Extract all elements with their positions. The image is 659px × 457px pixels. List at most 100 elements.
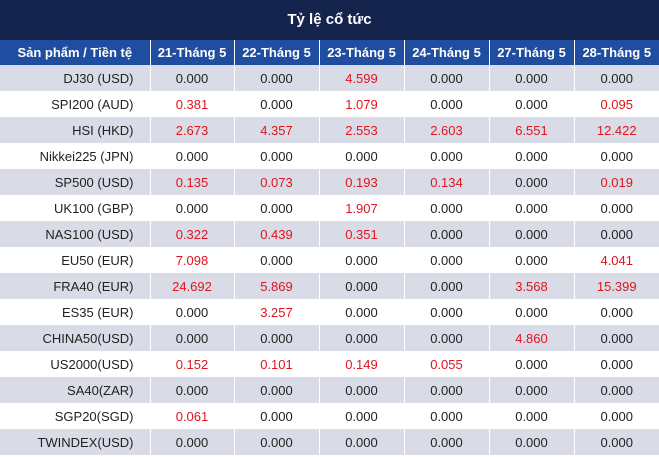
column-header-date: 23-Tháng 5 bbox=[319, 40, 405, 65]
table-row: DJ30 (USD) 0.000 0.000 4.599 0.000 0.000 0.000 bbox=[0, 65, 659, 91]
table-row: SP500 (USD) 0.135 0.073 0.193 0.134 0.000 0.01… bbox=[0, 169, 659, 195]
dividend-value-cell: 1.079 bbox=[319, 91, 405, 117]
table-row: NAS100 (USD) 0.322 0.439 0.351 0.000 0.000 0.0… bbox=[0, 221, 659, 247]
dividend-value-cell: 6.551 bbox=[489, 117, 575, 143]
dividend-value-cell: 2.673 bbox=[150, 117, 235, 143]
dividend-value-cell: 0.152 bbox=[150, 351, 235, 377]
dividend-value-cell: 0.095 bbox=[574, 91, 659, 117]
dividend-value-cell: 2.603 bbox=[404, 117, 490, 143]
column-header-date: 24-Tháng 5 bbox=[404, 40, 490, 65]
dividend-value-cell: 0.000 bbox=[404, 247, 490, 273]
dividend-value-cell: 0.135 bbox=[150, 169, 235, 195]
dividend-value-cell: 0.000 bbox=[574, 377, 659, 403]
dividend-value-cell: 0.000 bbox=[150, 429, 235, 455]
dividend-value-cell: 0.000 bbox=[574, 221, 659, 247]
dividend-value-cell: 0.000 bbox=[489, 195, 575, 221]
product-cell: SPI200 (AUD) bbox=[0, 91, 151, 117]
dividend-value-cell: 0.019 bbox=[574, 169, 659, 195]
dividend-value-cell: 0.000 bbox=[234, 377, 320, 403]
product-cell: EU50 (EUR) bbox=[0, 247, 151, 273]
dividend-value-cell: 0.073 bbox=[234, 169, 320, 195]
dividend-value-cell: 0.055 bbox=[404, 351, 490, 377]
product-cell: US2000(USD) bbox=[0, 351, 151, 377]
table-row: CHINA50(USD) 0.000 0.000 0.000 0.000 4.860 0.0… bbox=[0, 325, 659, 351]
table-row: ES35 (EUR) 0.000 3.257 0.000 0.000 0.000 0.000 bbox=[0, 299, 659, 325]
column-header-product: Sản phẩm / Tiền tệ bbox=[0, 40, 151, 65]
table-row: Nikkei225 (JPN) 0.000 0.000 0.000 0.000 0.000… bbox=[0, 143, 659, 169]
dividend-value-cell: 4.599 bbox=[319, 65, 405, 91]
dividend-value-cell: 0.000 bbox=[150, 377, 235, 403]
dividend-value-cell: 0.000 bbox=[574, 403, 659, 429]
dividend-value-cell: 0.061 bbox=[150, 403, 235, 429]
dividend-value-cell: 0.000 bbox=[150, 299, 235, 325]
dividend-value-cell: 0.000 bbox=[150, 325, 235, 351]
dividend-value-cell: 0.000 bbox=[404, 195, 490, 221]
dividend-value-cell: 0.000 bbox=[234, 65, 320, 91]
dividend-value-cell: 0.000 bbox=[150, 143, 235, 169]
product-cell: FRA40 (EUR) bbox=[0, 273, 151, 299]
dividend-value-cell: 0.000 bbox=[489, 169, 575, 195]
dividend-value-cell: 0.000 bbox=[319, 143, 405, 169]
product-cell: CHINA50(USD) bbox=[0, 325, 151, 351]
dividend-value-cell: 0.000 bbox=[234, 325, 320, 351]
dividend-value-cell: 0.000 bbox=[234, 91, 320, 117]
dividend-value-cell: 4.860 bbox=[489, 325, 575, 351]
dividend-value-cell: 0.000 bbox=[234, 429, 320, 455]
dividend-value-cell: 0.149 bbox=[319, 351, 405, 377]
table-row: US2000(USD) 0.152 0.101 0.149 0.055 0.000 0.00… bbox=[0, 351, 659, 377]
dividend-value-cell: 0.000 bbox=[574, 351, 659, 377]
product-cell: NAS100 (USD) bbox=[0, 221, 151, 247]
dividend-value-cell: 0.000 bbox=[404, 221, 490, 247]
product-cell: ES35 (EUR) bbox=[0, 299, 151, 325]
dividend-value-cell: 0.193 bbox=[319, 169, 405, 195]
dividend-value-cell: 0.000 bbox=[574, 143, 659, 169]
dividend-value-cell: 4.041 bbox=[574, 247, 659, 273]
dividend-value-cell: 0.000 bbox=[234, 143, 320, 169]
column-header-date: 21-Tháng 5 bbox=[150, 40, 235, 65]
dividend-value-cell: 0.000 bbox=[489, 429, 575, 455]
dividend-value-cell: 0.000 bbox=[319, 325, 405, 351]
product-cell: SA40(ZAR) bbox=[0, 377, 151, 403]
dividend-value-cell: 0.000 bbox=[404, 377, 490, 403]
table-row: SA40(ZAR) 0.000 0.000 0.000 0.000 0.000 0.000 bbox=[0, 377, 659, 403]
dividend-value-cell: 4.357 bbox=[234, 117, 320, 143]
dividend-value-cell: 0.000 bbox=[319, 377, 405, 403]
dividend-value-cell: 0.439 bbox=[234, 221, 320, 247]
dividend-value-cell: 0.000 bbox=[234, 247, 320, 273]
table-row: TWINDEX(USD) 0.000 0.000 0.000 0.000 0.000 0.0… bbox=[0, 429, 659, 455]
dividend-value-cell: 7.098 bbox=[150, 247, 235, 273]
table-row: UK100 (GBP) 0.000 0.000 1.907 0.000 0.000 0.00… bbox=[0, 195, 659, 221]
dividend-value-cell: 3.257 bbox=[234, 299, 320, 325]
dividend-value-cell: 0.000 bbox=[234, 403, 320, 429]
dividend-value-cell: 0.381 bbox=[150, 91, 235, 117]
dividend-value-cell: 0.000 bbox=[404, 299, 490, 325]
dividend-value-cell: 0.000 bbox=[489, 221, 575, 247]
table-row: HSI (HKD) 2.673 4.357 2.553 2.603 6.551 12.422 bbox=[0, 117, 659, 143]
dividend-value-cell: 2.553 bbox=[319, 117, 405, 143]
product-cell: Nikkei225 (JPN) bbox=[0, 143, 151, 169]
dividend-value-cell: 0.000 bbox=[150, 195, 235, 221]
dividend-value-cell: 0.000 bbox=[319, 429, 405, 455]
table-row: EU50 (EUR) 7.098 0.000 0.000 0.000 0.000 4.041 bbox=[0, 247, 659, 273]
dividend-value-cell: 0.000 bbox=[489, 351, 575, 377]
dividend-table: Sản phẩm / Tiền tệ 21-Tháng 5 22-Tháng 5… bbox=[0, 40, 659, 455]
product-cell: HSI (HKD) bbox=[0, 117, 151, 143]
dividend-value-cell: 0.000 bbox=[319, 273, 405, 299]
dividend-value-cell: 0.000 bbox=[574, 195, 659, 221]
table-title: Tỷ lệ cổ tức bbox=[0, 0, 659, 40]
table-body: DJ30 (USD) 0.000 0.000 4.599 0.000 0.000 0.000… bbox=[0, 65, 659, 455]
dividend-value-cell: 0.101 bbox=[234, 351, 320, 377]
dividend-value-cell: 0.000 bbox=[489, 65, 575, 91]
dividend-value-cell: 0.000 bbox=[574, 299, 659, 325]
dividend-value-cell: 0.134 bbox=[404, 169, 490, 195]
dividend-value-cell: 0.351 bbox=[319, 221, 405, 247]
dividend-value-cell: 0.000 bbox=[574, 65, 659, 91]
dividend-value-cell: 0.000 bbox=[574, 325, 659, 351]
dividend-value-cell: 0.000 bbox=[404, 91, 490, 117]
dividend-value-cell: 0.000 bbox=[319, 403, 405, 429]
dividend-value-cell: 0.000 bbox=[319, 299, 405, 325]
product-cell: UK100 (GBP) bbox=[0, 195, 151, 221]
dividend-value-cell: 1.907 bbox=[319, 195, 405, 221]
dividend-value-cell: 0.000 bbox=[319, 247, 405, 273]
